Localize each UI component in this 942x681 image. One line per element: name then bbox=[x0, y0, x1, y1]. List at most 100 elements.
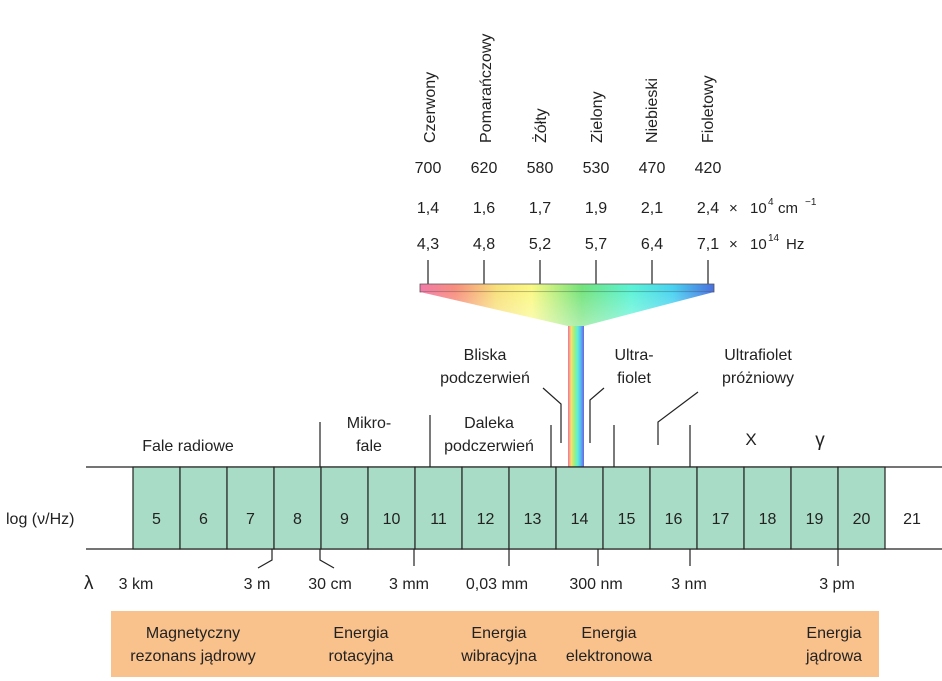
wavelength-label: 3 pm bbox=[819, 576, 855, 593]
log-frequency-cells: 5 6 7 8 9 10 11 12 13 14 15 16 17 18 19 20 bbox=[132, 466, 886, 550]
far-infrared-label-line1: Daleka bbox=[464, 415, 514, 432]
axis-cell bbox=[367, 466, 416, 550]
nmr-label-line1: Magnetyczny bbox=[146, 625, 240, 642]
ultraviolet-label-line2: fiolet bbox=[617, 370, 651, 387]
axis-cell bbox=[132, 466, 181, 550]
electronic-energy-label-line1: Energia bbox=[581, 625, 636, 642]
axis-cell-label: 8 bbox=[293, 511, 302, 528]
frequency-row: 4,3 4,8 5,2 5,7 6,4 7,1 bbox=[417, 236, 719, 253]
axis-cell bbox=[508, 466, 557, 550]
axis-cell-label: 12 bbox=[477, 511, 495, 528]
unit-exponent: 14 bbox=[768, 233, 780, 244]
unit-base: 10 bbox=[750, 200, 767, 217]
unit-name: cm bbox=[778, 200, 798, 217]
frequency-value: 6,4 bbox=[641, 236, 663, 253]
wavelength-value: 620 bbox=[471, 160, 498, 177]
vacuum-ultraviolet-label-line2: próżniowy bbox=[722, 370, 794, 387]
color-name-violet: Fioletowy bbox=[700, 75, 717, 143]
cell-outside-21: 21 bbox=[903, 511, 921, 528]
energy-labels: Magnetyczny rezonans jądrowy Energia rot… bbox=[130, 625, 862, 665]
wavelength-labels: 3 km 3 m 30 cm 3 mm 0,03 mm 300 nm 3 nm … bbox=[119, 576, 855, 593]
axis-cell-label: 13 bbox=[524, 511, 542, 528]
wavelength-value: 470 bbox=[639, 160, 666, 177]
wavelength-label: 3 mm bbox=[389, 576, 429, 593]
region-labels: Fale radiowe Mikro- fale Daleka podczerw… bbox=[142, 347, 825, 455]
axis-cell-label: 10 bbox=[383, 511, 401, 528]
axis-cell bbox=[179, 466, 228, 550]
frequency-value: 5,7 bbox=[585, 236, 607, 253]
frequency-value: 4,8 bbox=[473, 236, 495, 253]
axis-cell bbox=[320, 466, 369, 550]
lambda-symbol: λ bbox=[84, 573, 94, 594]
near-infrared-label-line1: Bliska bbox=[464, 347, 507, 364]
spectrum-band bbox=[419, 283, 715, 293]
region-dividers bbox=[319, 387, 699, 467]
color-name-red: Czerwony bbox=[422, 72, 439, 143]
color-name-yellow: Żółty bbox=[531, 108, 550, 143]
unit-base: 10 bbox=[750, 236, 767, 253]
frequency-value: 7,1 bbox=[697, 236, 719, 253]
electronic-energy-label-line2: elektronowa bbox=[566, 648, 652, 665]
axis-cell-label: 19 bbox=[806, 511, 824, 528]
near-infrared-label-line2: podczerwień bbox=[440, 370, 530, 387]
rotational-energy-label-line1: Energia bbox=[333, 625, 388, 642]
wavelength-value: 530 bbox=[583, 160, 610, 177]
visible-light-funnel bbox=[419, 283, 715, 467]
radio-waves-label: Fale radiowe bbox=[142, 438, 234, 455]
gamma-label: γ bbox=[815, 430, 825, 451]
visible-light-labels: Czerwony Pomarańczowy Żółty Zielony Nieb… bbox=[415, 34, 817, 284]
wavenumber-unit: × 10 4 cm −1 bbox=[729, 197, 817, 217]
axis-cell bbox=[649, 466, 698, 550]
axis-cell-label: 17 bbox=[712, 511, 730, 528]
wavelength-label: 300 nm bbox=[569, 576, 622, 593]
frequency-unit: × 10 14 Hz bbox=[729, 233, 804, 253]
color-name-blue: Niebieski bbox=[644, 78, 661, 143]
frequency-axis: 5 6 7 8 9 10 11 12 13 14 15 16 17 18 19 20 log (ν/Hz) 2… bbox=[6, 466, 942, 550]
frequency-value: 5,2 bbox=[529, 236, 551, 253]
wavelength-label: 3 nm bbox=[671, 576, 707, 593]
wavelength-value: 700 bbox=[415, 160, 442, 177]
microwaves-label-line1: Mikro- bbox=[347, 415, 391, 432]
wavenumber-value: 2,1 bbox=[641, 200, 663, 217]
axis-cell bbox=[273, 466, 322, 550]
times-sign: × bbox=[729, 236, 738, 253]
color-name-green: Zielony bbox=[589, 91, 606, 143]
axis-cell bbox=[226, 466, 275, 550]
axis-cell bbox=[414, 466, 463, 550]
axis-cell-label: 7 bbox=[246, 511, 255, 528]
wavenumber-value: 2,4 bbox=[697, 200, 719, 217]
wavelength-ticks bbox=[257, 549, 839, 569]
unit-name: Hz bbox=[786, 236, 804, 253]
wavelength-axis: λ 3 km 3 m 30 cm 3 mm 0,03 mm 300 nm 3 n… bbox=[84, 549, 855, 594]
axis-cell-label: 20 bbox=[853, 511, 871, 528]
visible-beam bbox=[568, 326, 584, 467]
axis-cell-label: 11 bbox=[430, 511, 447, 528]
axis-label: log (ν/Hz) bbox=[6, 511, 74, 528]
axis-cell bbox=[461, 466, 510, 550]
color-name-orange: Pomarańczowy bbox=[478, 34, 495, 143]
wavenumber-value: 1,4 bbox=[417, 200, 439, 217]
vibrational-energy-label-line1: Energia bbox=[471, 625, 526, 642]
x-ray-label: X bbox=[745, 430, 756, 449]
far-infrared-label-line2: podczerwień bbox=[444, 438, 534, 455]
wavelength-row: 700 620 580 530 470 420 bbox=[415, 160, 722, 177]
vibrational-energy-label-line2: wibracyjna bbox=[460, 648, 537, 665]
axis-cell-label: 15 bbox=[618, 511, 636, 528]
axis-cell bbox=[743, 466, 792, 550]
vacuum-ultraviolet-label-line1: Ultrafiolet bbox=[724, 347, 792, 364]
wavelength-label: 0,03 mm bbox=[466, 576, 528, 593]
axis-cell-label: 14 bbox=[571, 511, 589, 528]
axis-cell bbox=[790, 466, 839, 550]
times-sign: × bbox=[729, 200, 738, 217]
wavelength-label: 3 km bbox=[119, 576, 154, 593]
energy-band-background bbox=[111, 611, 879, 677]
ultraviolet-label-line1: Ultra- bbox=[614, 347, 653, 364]
nmr-label-line2: rezonans jądrowy bbox=[130, 648, 255, 665]
axis-cell bbox=[602, 466, 651, 550]
funnel-sheen bbox=[420, 292, 714, 326]
axis-cell bbox=[555, 466, 604, 550]
axis-cell-label: 6 bbox=[199, 511, 208, 528]
color-names: Czerwony Pomarańczowy Żółty Zielony Nieb… bbox=[422, 34, 717, 143]
axis-cell-label: 18 bbox=[759, 511, 777, 528]
